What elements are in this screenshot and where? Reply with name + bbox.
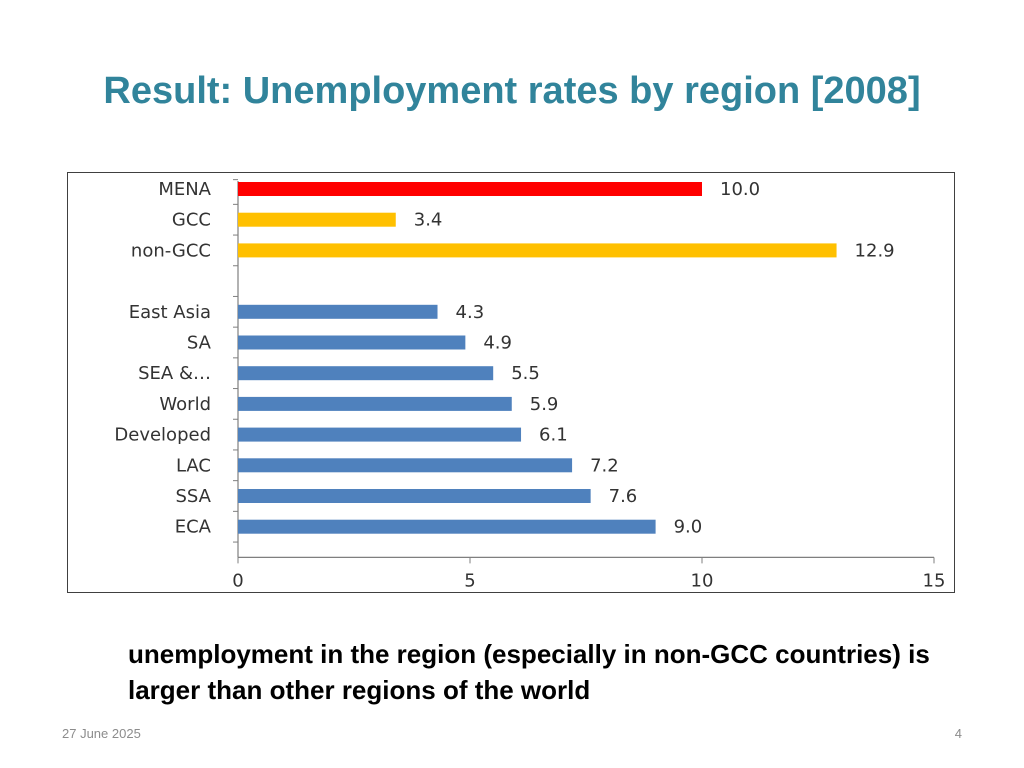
- data-label: 4.9: [483, 333, 512, 354]
- data-label: 5.9: [530, 394, 559, 415]
- category-label: LAC: [176, 455, 211, 476]
- bar: [238, 519, 656, 534]
- category-label: non-GCC: [131, 240, 211, 261]
- category-label: East Asia: [129, 302, 211, 323]
- data-label: 7.2: [590, 455, 619, 476]
- data-label: 4.3: [456, 302, 485, 323]
- data-label: 12.9: [855, 240, 895, 261]
- page-number: 4: [954, 726, 962, 741]
- category-label: GCC: [172, 210, 211, 231]
- bar: [238, 304, 438, 319]
- x-tick-label: 15: [923, 570, 946, 591]
- bar: [238, 182, 702, 196]
- bar: [238, 366, 494, 381]
- category-label: World: [159, 394, 211, 415]
- category-label: MENA: [158, 179, 211, 200]
- slide-title: Result: Unemployment rates by region [20…: [103, 70, 921, 112]
- bar: [238, 458, 573, 473]
- bar: [238, 489, 591, 503]
- category-label: ECA: [175, 517, 212, 538]
- bar: [238, 335, 466, 350]
- data-label: 9.0: [674, 517, 703, 538]
- data-label: 5.5: [511, 363, 540, 384]
- category-label: Developed: [114, 425, 211, 446]
- bar: [238, 212, 396, 227]
- data-label: 6.1: [539, 425, 568, 446]
- x-tick-label: 0: [232, 570, 243, 591]
- category-label: SA: [187, 333, 212, 354]
- bar: [238, 396, 512, 411]
- bar: [238, 427, 522, 442]
- x-tick-label: 10: [691, 570, 714, 591]
- footer-date: 27 June 2025: [62, 726, 141, 741]
- data-label: 7.6: [609, 486, 638, 507]
- category-label: SEA &…: [138, 363, 211, 384]
- data-label: 3.4: [414, 210, 443, 231]
- slide-caption: unemployment in the region (especially i…: [128, 639, 930, 705]
- bar: [238, 243, 837, 258]
- bar-chart: MENA 10.0 GCC 3.4 non-GCC 12.9 East Asia 4.3 SA 4…: [114, 179, 946, 591]
- category-label: SSA: [176, 486, 212, 507]
- x-tick-label: 5: [464, 570, 475, 591]
- chart-area: MENA 10.0 GCC 3.4 non-GCC 12.9 East Asia 4.3 SA 4…: [67, 172, 955, 593]
- data-label: 10.0: [720, 179, 760, 200]
